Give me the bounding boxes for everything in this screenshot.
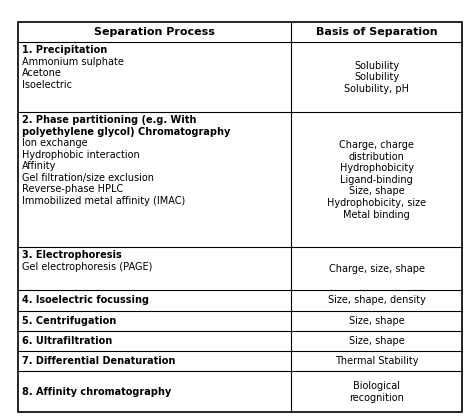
Text: Solubility
Solubility
Solubility, pH: Solubility Solubility Solubility, pH — [344, 60, 409, 94]
Text: 6. Ultrafiltration: 6. Ultrafiltration — [22, 336, 112, 346]
Text: Size, shape: Size, shape — [349, 316, 404, 326]
Text: Charge, size, shape: Charge, size, shape — [328, 264, 425, 274]
Text: 7. Differential Denaturation: 7. Differential Denaturation — [22, 356, 175, 366]
Text: 5. Centrifugation: 5. Centrifugation — [22, 316, 116, 326]
Text: Ammonium sulphate
Acetone
Isoelectric: Ammonium sulphate Acetone Isoelectric — [22, 57, 124, 90]
Text: 2. Phase partitioning (e.g. With
polyethylene glycol) Chromatography: 2. Phase partitioning (e.g. With polyeth… — [22, 115, 230, 137]
Text: 4. Isoelectric focussing: 4. Isoelectric focussing — [22, 295, 149, 305]
Text: Basis of Separation: Basis of Separation — [316, 27, 438, 37]
Text: 3. Electrophoresis: 3. Electrophoresis — [22, 250, 122, 260]
Text: 1. Precipitation: 1. Precipitation — [22, 45, 107, 55]
Text: Size, shape, density: Size, shape, density — [328, 295, 426, 305]
Text: Biological
recognition: Biological recognition — [349, 381, 404, 402]
Text: Size, shape: Size, shape — [349, 336, 404, 346]
Text: 8. Affinity chromatography: 8. Affinity chromatography — [22, 387, 171, 397]
Text: Charge, charge
distribution
Hydrophobicity
Ligand-binding
Size, shape
Hydrophobi: Charge, charge distribution Hydrophobici… — [327, 140, 426, 220]
Text: Gel electrophoresis (PAGE): Gel electrophoresis (PAGE) — [22, 262, 152, 272]
Text: Separation Process: Separation Process — [94, 27, 215, 37]
Text: Ion exchange
Hydrophobic interaction
Affinity
Gel filtration/size exclusion
Reve: Ion exchange Hydrophobic interaction Aff… — [22, 138, 185, 206]
Text: Thermal Stability: Thermal Stability — [335, 356, 418, 366]
